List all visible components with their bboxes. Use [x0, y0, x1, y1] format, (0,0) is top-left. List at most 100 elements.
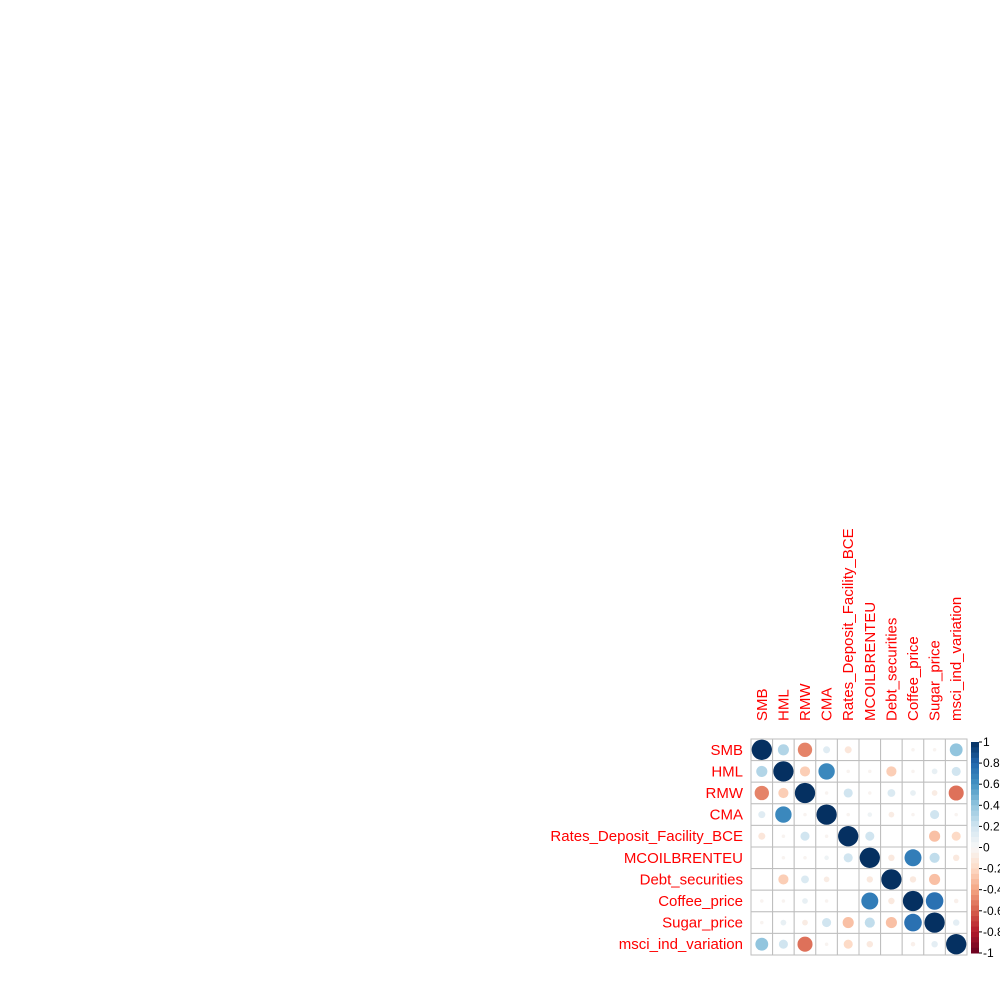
grid-cell	[880, 824, 903, 848]
correlation-circle	[824, 834, 829, 838]
legend-swatch	[971, 810, 979, 817]
correlation-circle	[929, 852, 940, 863]
legend-swatch	[971, 789, 979, 796]
row-label: CMA	[710, 807, 743, 824]
correlation-circle	[925, 892, 944, 910]
legend-swatch	[971, 752, 979, 759]
correlation-circle	[780, 919, 787, 926]
row-label: RMW	[706, 785, 744, 802]
correlation-circle	[800, 831, 810, 841]
legend-swatch	[971, 905, 979, 912]
legend-swatch	[971, 910, 979, 917]
legend-swatch	[971, 889, 979, 896]
correlation-circle	[823, 746, 831, 754]
correlation-circle	[781, 899, 786, 903]
grid-cell	[858, 738, 882, 762]
correlation-circle	[948, 785, 964, 801]
legend-tick-label: -0.4	[983, 883, 1000, 897]
correlation-circle	[803, 812, 807, 817]
correlation-circle	[843, 853, 853, 863]
correlation-circle	[843, 939, 853, 949]
column-label: Coffee_price	[905, 636, 922, 721]
legend-swatch	[971, 942, 979, 949]
correlation-circle	[929, 873, 941, 885]
legend-swatch	[971, 800, 979, 806]
legend-swatch	[971, 763, 979, 769]
correlation-circle	[946, 934, 967, 955]
legend-swatch	[971, 826, 979, 833]
legend-swatch	[971, 852, 979, 859]
correlation-circle	[861, 892, 879, 910]
correlation-circle	[868, 791, 872, 795]
legend-swatch	[971, 821, 979, 827]
legend-tick-label: 1	[983, 735, 990, 749]
legend-swatch	[971, 868, 979, 875]
legend-swatch	[971, 815, 979, 822]
correlation-circle	[778, 874, 789, 885]
correlation-circle	[888, 897, 895, 905]
correlation-circle	[760, 899, 764, 903]
correlation-circle	[803, 856, 807, 860]
row-label: HML	[711, 763, 743, 780]
legend-swatch	[971, 747, 979, 754]
correlation-circle	[888, 854, 895, 862]
correlation-circle	[778, 939, 788, 949]
correlation-circle	[867, 812, 873, 817]
legend-swatch	[971, 836, 979, 843]
legend-tick-label: -0.2	[983, 862, 1000, 876]
column-label: RMW	[797, 683, 814, 721]
legend-tick-label: -0.8	[983, 925, 1000, 939]
correlation-circle	[949, 743, 963, 757]
grid-cell	[880, 738, 903, 762]
row-label: Sugar_price	[662, 915, 743, 932]
legend-swatch	[971, 916, 979, 922]
column-label: MCOILBRENTEU	[862, 602, 879, 721]
column-label: Rates_Deposit_Facility_BCE	[840, 528, 857, 721]
correlation-circle	[802, 919, 808, 926]
correlation-circle	[802, 898, 808, 904]
correlation-circle	[887, 789, 896, 797]
correlation-circle	[838, 826, 859, 847]
correlation-circle	[797, 742, 813, 757]
correlation-circle	[843, 788, 853, 798]
correlation-circle	[931, 940, 938, 948]
correlation-circle	[751, 739, 772, 760]
correlation-circle	[823, 876, 830, 883]
correlation-circle	[799, 766, 811, 777]
correlation-circle	[794, 782, 816, 804]
correlation-circle	[911, 812, 915, 817]
correlation-circle	[824, 791, 829, 795]
correlation-circle	[754, 785, 769, 801]
column-label: HML	[775, 689, 792, 721]
correlation-circle	[951, 831, 961, 841]
row-label: Debt_securities	[640, 871, 743, 888]
grid-cell	[836, 868, 860, 891]
correlation-circle	[954, 812, 958, 817]
color-legend: 1 0.8 0.6 0.4 0.2 0 -0.2 -0.4 -0.6 -0.8 -1	[971, 735, 1000, 960]
correlation-circle	[881, 869, 902, 890]
correlation-circle	[904, 849, 922, 867]
correlation-circle	[910, 790, 916, 796]
correlation-circle	[864, 917, 875, 928]
correlation-circle	[885, 917, 897, 929]
correlation-circle	[902, 890, 924, 912]
correlation-circles	[751, 739, 967, 955]
legend-swatch	[971, 784, 979, 790]
correlation-circle	[911, 769, 915, 774]
correlation-circle	[758, 832, 766, 840]
legend-swatch	[971, 794, 979, 801]
correlation-circle	[931, 768, 938, 775]
legend-swatch	[971, 900, 979, 907]
legend-swatch	[971, 757, 979, 764]
correlation-circle	[758, 811, 766, 819]
correlation-circle	[797, 936, 813, 952]
correlation-circle	[781, 834, 786, 838]
correlation-circle	[816, 804, 837, 825]
correlation-circle	[910, 941, 916, 947]
column-label: SMB	[754, 688, 771, 721]
correlation-circle	[953, 898, 959, 904]
column-label: CMA	[819, 688, 836, 721]
row-label: Coffee_price	[658, 893, 743, 910]
correlation-circle	[909, 876, 917, 883]
